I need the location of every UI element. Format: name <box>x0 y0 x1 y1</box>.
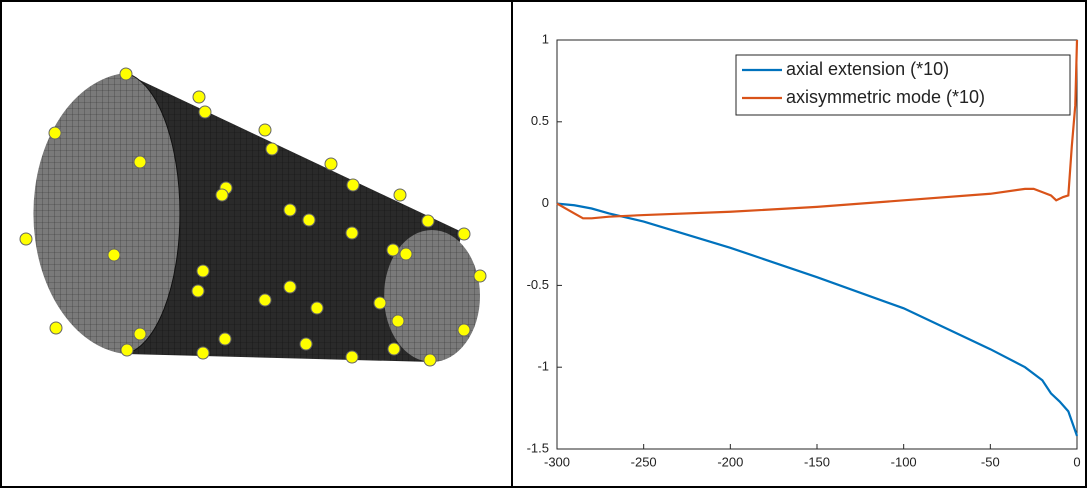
x-tick-label: 0 <box>1073 454 1080 469</box>
page: -1.5 -1 -0.5 0 0.5 1 -300 -250 -200 -150 -100 -50 0 a… <box>0 0 1087 493</box>
y-tick-label: -1 <box>537 359 549 374</box>
y-tick-label: -0.5 <box>527 277 549 292</box>
x-tick-label: -300 <box>544 454 570 469</box>
x-tick-label: -50 <box>981 454 1000 469</box>
x-tick-label: -150 <box>804 454 830 469</box>
x-tick-label: -250 <box>631 454 657 469</box>
y-tick-label: 0.5 <box>531 113 549 128</box>
x-tick-label: -200 <box>717 454 743 469</box>
legend-label: axial extension (*10) <box>786 59 949 79</box>
mesh-render <box>20 68 486 366</box>
y-tick-label: 1 <box>542 31 549 46</box>
large-end <box>33 73 180 354</box>
line-chart: -1.5 -1 -0.5 0 0.5 1 -300 -250 -200 -150 -100 -50 0 a… <box>527 31 1081 469</box>
y-tick-label: -1.5 <box>527 440 549 455</box>
x-tick-label: -100 <box>891 454 917 469</box>
figure: -1.5 -1 -0.5 0 0.5 1 -300 -250 -200 -150 -100 -50 0 a… <box>0 0 1087 488</box>
y-tick-label: 0 <box>542 195 549 210</box>
legend-label: axisymmetric mode (*10) <box>786 87 985 107</box>
